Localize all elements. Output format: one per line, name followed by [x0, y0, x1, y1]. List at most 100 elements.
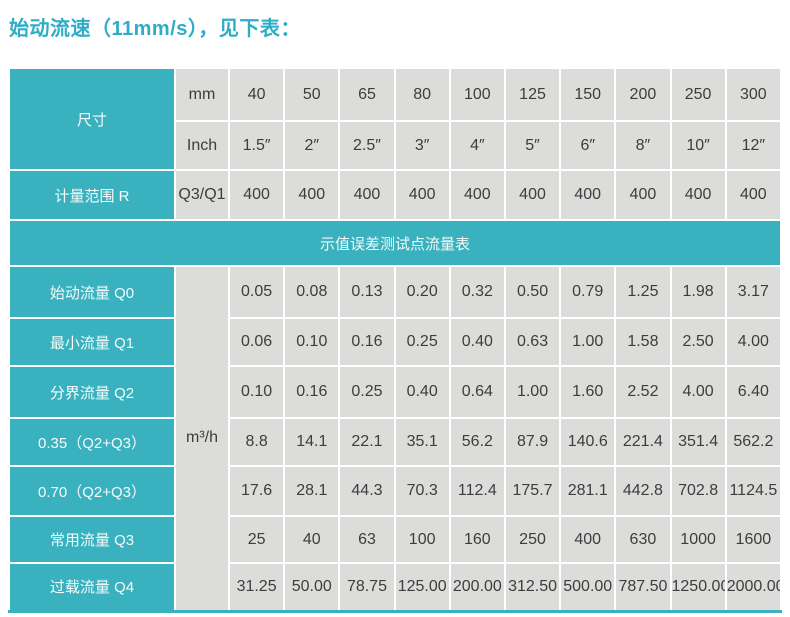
inch-value-cell: 5″: [503, 120, 562, 171]
value-cell: 8.8: [227, 417, 286, 467]
value-cell: 0.40: [393, 365, 451, 419]
value-cell: 0.50: [503, 265, 562, 319]
value-cell: 1.60: [559, 365, 617, 419]
range-value-cell: 400: [393, 169, 451, 221]
value-cell: 40: [283, 515, 341, 564]
value-cell: 1.25: [614, 265, 672, 319]
dimension-header-cell: 尺寸: [8, 67, 176, 171]
value-cell: 221.4: [614, 417, 672, 467]
range-ratio-cell: Q3/Q1: [174, 169, 230, 221]
row-070: 0.70（Q2+Q3） 17.6 28.1 44.3 70.3 112.4 17…: [8, 465, 783, 517]
value-cell: 0.10: [227, 365, 286, 419]
value-cell: 0.25: [338, 365, 396, 419]
value-cell: 22.1: [338, 417, 396, 467]
row-label-cell: 最小流量 Q1: [8, 317, 176, 367]
range-value-cell: 400: [227, 169, 286, 221]
mm-value-cell: 40: [227, 67, 286, 122]
unit-cell: m³/h: [174, 265, 230, 612]
row-q3: 常用流量 Q3 25 40 63 100 160 250 400 630 100…: [8, 515, 783, 564]
mm-value-cell: 80: [393, 67, 451, 122]
value-cell: 160: [448, 515, 506, 564]
row-label-cell: 常用流量 Q3: [8, 515, 176, 564]
range-value-cell: 400: [614, 169, 672, 221]
row-q4: 过载流量 Q4 31.25 50.00 78.75 125.00 200.00 …: [8, 562, 783, 612]
row-q2: 分界流量 Q2 0.10 0.16 0.25 0.40 0.64 1.00 1.…: [8, 365, 783, 419]
range-value-cell: 400: [669, 169, 727, 221]
mm-value-cell: 250: [669, 67, 727, 122]
row-035: 0.35（Q2+Q3） 8.8 14.1 22.1 35.1 56.2 87.9…: [8, 417, 783, 467]
value-cell: 1250.00: [669, 562, 727, 612]
value-cell: 442.8: [614, 465, 672, 517]
value-cell: 14.1: [283, 417, 341, 467]
value-cell: 6.40: [724, 365, 783, 419]
value-cell: 17.6: [227, 465, 286, 517]
value-cell: 1.58: [614, 317, 672, 367]
row-q1: 最小流量 Q1 0.06 0.10 0.16 0.25 0.40 0.63 1.…: [8, 317, 783, 367]
flow-spec-table: 尺寸 mm 40 50 65 80 100 125 150 200 250 30…: [8, 67, 783, 613]
value-cell: 87.9: [503, 417, 562, 467]
value-cell: 351.4: [669, 417, 727, 467]
inch-value-cell: 4″: [448, 120, 506, 171]
mm-value-cell: 125: [503, 67, 562, 122]
range-value-cell: 400: [338, 169, 396, 221]
value-cell: 28.1: [283, 465, 341, 517]
value-cell: 0.32: [448, 265, 506, 319]
row-label-cell: 0.70（Q2+Q3）: [8, 465, 176, 517]
value-cell: 0.20: [393, 265, 451, 319]
value-cell: 4.00: [724, 317, 783, 367]
value-cell: 50.00: [283, 562, 341, 612]
value-cell: 4.00: [669, 365, 727, 419]
inch-value-cell: 2.5″: [338, 120, 396, 171]
inch-value-cell: 3″: [393, 120, 451, 171]
value-cell: 1124.5: [724, 465, 783, 517]
value-cell: 0.06: [227, 317, 286, 367]
value-cell: 175.7: [503, 465, 562, 517]
value-cell: 0.10: [283, 317, 341, 367]
value-cell: 0.63: [503, 317, 562, 367]
value-cell: 400: [559, 515, 617, 564]
row-size-mm: 尺寸 mm 40 50 65 80 100 125 150 200 250 30…: [8, 67, 783, 171]
value-cell: 702.8: [669, 465, 727, 517]
mm-value-cell: 100: [448, 67, 506, 122]
mm-value-cell: 65: [338, 67, 396, 122]
value-cell: 0.16: [283, 365, 341, 419]
value-cell: 25: [227, 515, 286, 564]
inch-value-cell: 2″: [283, 120, 341, 171]
range-value-cell: 400: [283, 169, 341, 221]
value-cell: 44.3: [338, 465, 396, 517]
value-cell: 56.2: [448, 417, 506, 467]
value-cell: 250: [503, 515, 562, 564]
mm-value-cell: 300: [724, 67, 783, 122]
value-cell: 2.50: [669, 317, 727, 367]
band-title-cell: 示值误差测试点流量表: [8, 219, 782, 267]
row-size-inch: Inch 1.5″ 2″ 2.5″ 3″ 4″ 5″ 6″ 8″ 10″ 12″: [9, 120, 783, 171]
value-cell: 63: [338, 515, 396, 564]
value-cell: 0.08: [283, 265, 341, 319]
value-cell: 1600: [724, 515, 783, 564]
row-label-cell: 0.35（Q2+Q3）: [8, 417, 176, 467]
inch-value-cell: 6″: [559, 120, 617, 171]
inch-value-cell: 1.5″: [227, 120, 286, 171]
row-label-cell: 过载流量 Q4: [8, 562, 176, 612]
value-cell: 70.3: [393, 465, 451, 517]
value-cell: 281.1: [559, 465, 617, 517]
value-cell: 0.40: [448, 317, 506, 367]
value-cell: 0.16: [338, 317, 396, 367]
value-cell: 78.75: [338, 562, 396, 612]
range-value-cell: 400: [559, 169, 617, 221]
value-cell: 3.17: [724, 265, 783, 319]
value-cell: 200.00: [448, 562, 506, 612]
inch-label-cell: Inch: [174, 120, 230, 171]
row-label-cell: 始动流量 Q0: [8, 265, 176, 319]
range-label-cell: 计量范围 R: [8, 169, 176, 221]
value-cell: 31.25: [227, 562, 286, 612]
value-cell: 125.00: [393, 562, 451, 612]
value-cell: 562.2: [724, 417, 783, 467]
mm-value-cell: 150: [559, 67, 617, 122]
value-cell: 35.1: [393, 417, 451, 467]
row-band: 示值误差测试点流量表: [8, 219, 782, 267]
mm-value-cell: 50: [283, 67, 341, 122]
value-cell: 2.52: [614, 365, 672, 419]
value-cell: 0.13: [338, 265, 396, 319]
page-title: 始动流速（11mm/s），见下表：: [9, 18, 301, 40]
